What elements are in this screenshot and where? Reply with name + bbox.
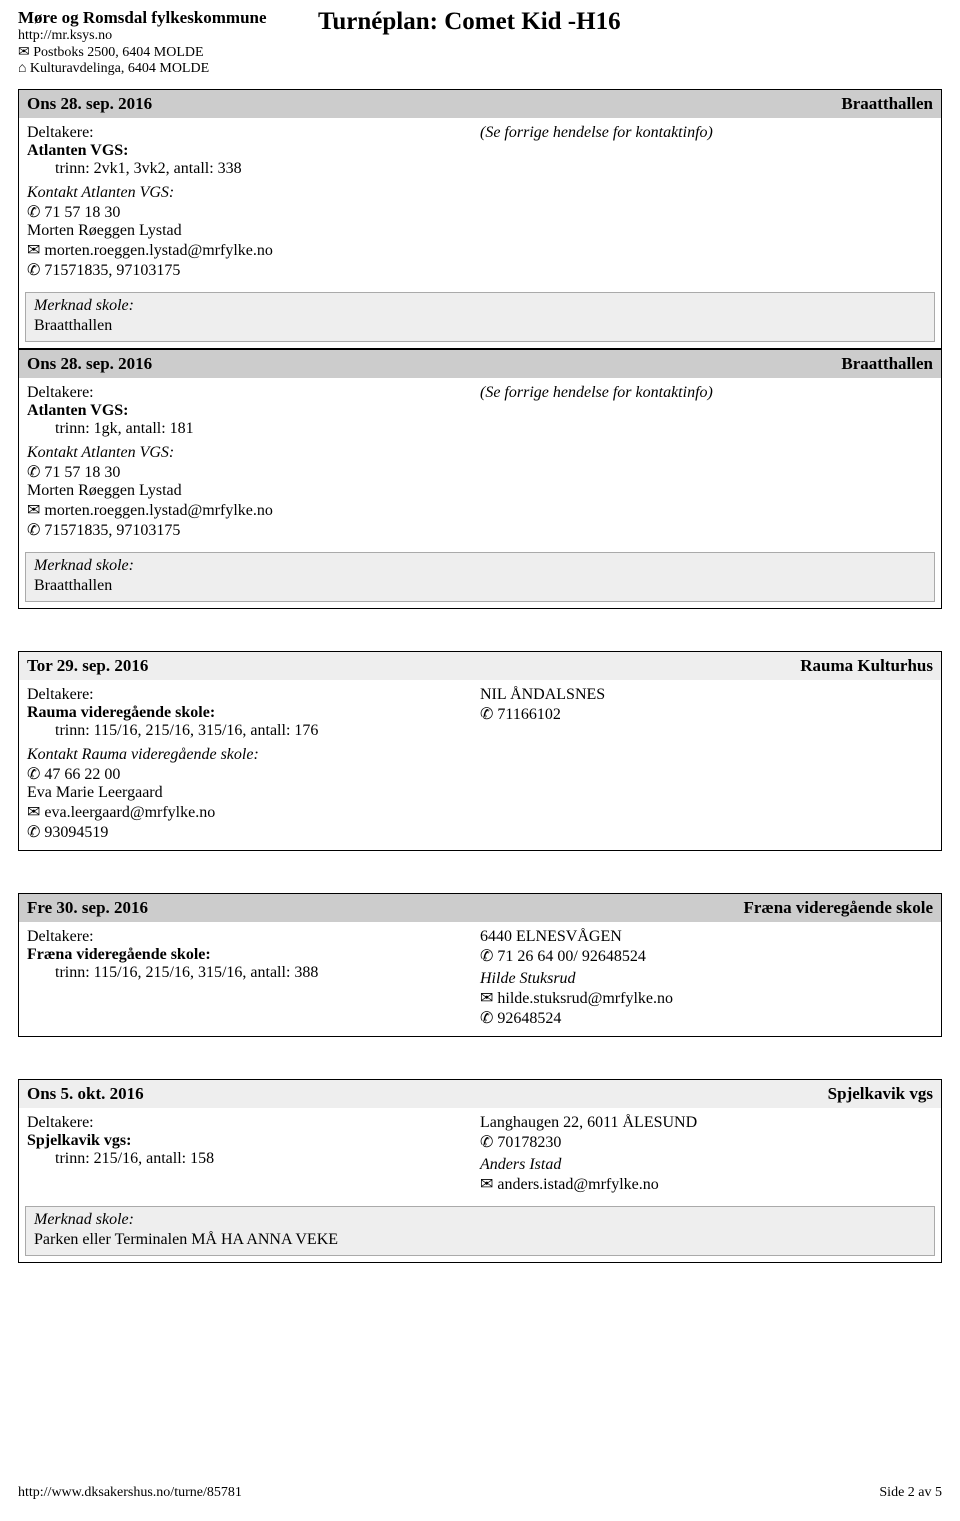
event-right: 6440 ELNESVÅGEN ✆ 71 26 64 00/ 92648524 … (480, 928, 933, 1028)
participants-label: Deltakere: (27, 686, 472, 704)
contact-title: Kontakt Atlanten VGS: (27, 444, 472, 462)
org-url: http://mr.ksys.no (18, 28, 318, 44)
event-box: Tor 29. sep. 2016 Rauma Kulturhus Deltak… (18, 651, 942, 851)
venue-contact-person: Hilde Stuksrud (480, 970, 933, 988)
event-body: Deltakere: Atlanten VGS: trinn: 2vk1, 3v… (19, 118, 941, 288)
trinn-line: trinn: 215/16, antall: 158 (27, 1150, 472, 1168)
org-address-2: ⌂ Kulturavdelinga, 6404 MOLDE (18, 61, 318, 77)
school-name: Atlanten VGS: (27, 402, 472, 420)
event-right: Langhaugen 22, 6011 ÅLESUND ✆ 70178230 A… (480, 1114, 933, 1194)
see-previous: (Se forrige hendelse for kontaktinfo) (480, 124, 933, 142)
event-box: Ons 28. sep. 2016 Braatthallen Deltakere… (18, 89, 942, 349)
event-date: Ons 28. sep. 2016 (27, 94, 152, 114)
event-body: Deltakere: Atlanten VGS: trinn: 1gk, ant… (19, 378, 941, 548)
event-venue: Fræna videregående skole (743, 898, 933, 918)
event-venue: Braatthallen (841, 354, 933, 374)
venue-contact-phone2: ✆ 92648524 (480, 1008, 933, 1028)
org-block: Møre og Romsdal fylkeskommune http://mr.… (18, 8, 318, 77)
venue-address: NIL ÅNDALSNES (480, 686, 933, 704)
note-text: Braatthallen (34, 577, 926, 595)
participants-label: Deltakere: (27, 384, 472, 402)
venue-phone: ✆ 71166102 (480, 704, 933, 724)
event-venue: Rauma Kulturhus (800, 656, 933, 676)
see-previous: (Se forrige hendelse for kontaktinfo) (480, 384, 933, 402)
contact-person: Morten Røeggen Lystad (27, 222, 472, 240)
event-body: Deltakere: Rauma videregående skole: tri… (19, 680, 941, 850)
event-date: Ons 5. okt. 2016 (27, 1084, 144, 1104)
contact-email: ✉ eva.leergaard@mrfylke.no (27, 802, 472, 822)
contact-phones2: ✆ 71571835, 97103175 (27, 520, 472, 540)
event-right: (Se forrige hendelse for kontaktinfo) (480, 384, 933, 540)
note-box: Merknad skole: Braatthallen (25, 552, 935, 602)
participants-label: Deltakere: (27, 1114, 472, 1132)
contact-phones2: ✆ 71571835, 97103175 (27, 260, 472, 280)
event-date: Fre 30. sep. 2016 (27, 898, 148, 918)
event-header: Tor 29. sep. 2016 Rauma Kulturhus (19, 652, 941, 680)
event-box: Ons 28. sep. 2016 Braatthallen Deltakere… (18, 349, 942, 609)
contact-title: Kontakt Atlanten VGS: (27, 184, 472, 202)
event-left: Deltakere: Fræna videregående skole: tri… (27, 928, 480, 1028)
page-footer: http://www.dksakershus.no/turne/85781 Si… (18, 1485, 942, 1501)
contact-title: Kontakt Rauma videregående skole: (27, 746, 472, 764)
event-venue: Braatthallen (841, 94, 933, 114)
event-header: Ons 5. okt. 2016 Spjelkavik vgs (19, 1080, 941, 1108)
event-left: Deltakere: Rauma videregående skole: tri… (27, 686, 480, 842)
contact-person: Eva Marie Leergaard (27, 784, 472, 802)
contact-phone: ✆ 47 66 22 00 (27, 764, 472, 784)
trinn-line: trinn: 115/16, 215/16, 315/16, antall: 3… (27, 964, 472, 982)
school-name: Atlanten VGS: (27, 142, 472, 160)
trinn-line: trinn: 115/16, 215/16, 315/16, antall: 1… (27, 722, 472, 740)
event-header: Ons 28. sep. 2016 Braatthallen (19, 350, 941, 378)
trinn-line: trinn: 2vk1, 3vk2, antall: 338 (27, 160, 472, 178)
event-right: (Se forrige hendelse for kontaktinfo) (480, 124, 933, 280)
event-body: Deltakere: Fræna videregående skole: tri… (19, 922, 941, 1036)
note-box: Merknad skole: Parken eller Terminalen M… (25, 1206, 935, 1256)
event-header: Fre 30. sep. 2016 Fræna videregående sko… (19, 894, 941, 922)
participants-label: Deltakere: (27, 928, 472, 946)
venue-address: 6440 ELNESVÅGEN (480, 928, 933, 946)
venue-contact-email: ✉ hilde.stuksrud@mrfylke.no (480, 988, 933, 1008)
event-right: NIL ÅNDALSNES ✆ 71166102 (480, 686, 933, 842)
event-box: Ons 5. okt. 2016 Spjelkavik vgs Deltaker… (18, 1079, 942, 1263)
tour-title: Turnéplan: Comet Kid -H16 (318, 8, 942, 36)
org-address-1: ✉ Postboks 2500, 6404 MOLDE (18, 44, 318, 61)
footer-url: http://www.dksakershus.no/turne/85781 (18, 1485, 242, 1501)
contact-phone: ✆ 71 57 18 30 (27, 202, 472, 222)
footer-page: Side 2 av 5 (879, 1485, 942, 1501)
note-label: Merknad skole: (34, 1211, 926, 1229)
venue-address: Langhaugen 22, 6011 ÅLESUND (480, 1114, 933, 1132)
event-left: Deltakere: Atlanten VGS: trinn: 1gk, ant… (27, 384, 480, 540)
venue-phone: ✆ 70178230 (480, 1132, 933, 1152)
contact-person: Morten Røeggen Lystad (27, 482, 472, 500)
venue-contact-person: Anders Istad (480, 1156, 933, 1174)
school-name: Fræna videregående skole: (27, 946, 472, 964)
participants-label: Deltakere: (27, 124, 472, 142)
note-box: Merknad skole: Braatthallen (25, 292, 935, 342)
page-header: Møre og Romsdal fylkeskommune http://mr.… (18, 8, 942, 77)
trinn-line: trinn: 1gk, antall: 181 (27, 420, 472, 438)
event-header: Ons 28. sep. 2016 Braatthallen (19, 90, 941, 118)
event-venue: Spjelkavik vgs (828, 1084, 933, 1104)
event-left: Deltakere: Atlanten VGS: trinn: 2vk1, 3v… (27, 124, 480, 280)
venue-contact-email: ✉ anders.istad@mrfylke.no (480, 1174, 933, 1194)
event-body: Deltakere: Spjelkavik vgs: trinn: 215/16… (19, 1108, 941, 1202)
org-name: Møre og Romsdal fylkeskommune (18, 8, 318, 28)
event-box: Fre 30. sep. 2016 Fræna videregående sko… (18, 893, 942, 1037)
school-name: Spjelkavik vgs: (27, 1132, 472, 1150)
school-name: Rauma videregående skole: (27, 704, 472, 722)
event-date: Tor 29. sep. 2016 (27, 656, 148, 676)
contact-phone: ✆ 71 57 18 30 (27, 462, 472, 482)
venue-phone: ✆ 71 26 64 00/ 92648524 (480, 946, 933, 966)
note-text: Braatthallen (34, 317, 926, 335)
note-label: Merknad skole: (34, 297, 926, 315)
title-block: Turnéplan: Comet Kid -H16 (318, 8, 942, 36)
contact-phones2: ✆ 93094519 (27, 822, 472, 842)
event-date: Ons 28. sep. 2016 (27, 354, 152, 374)
note-text: Parken eller Terminalen MÅ HA ANNA VEKE (34, 1231, 926, 1249)
event-left: Deltakere: Spjelkavik vgs: trinn: 215/16… (27, 1114, 480, 1194)
contact-email: ✉ morten.roeggen.lystad@mrfylke.no (27, 240, 472, 260)
contact-email: ✉ morten.roeggen.lystad@mrfylke.no (27, 500, 472, 520)
note-label: Merknad skole: (34, 557, 926, 575)
